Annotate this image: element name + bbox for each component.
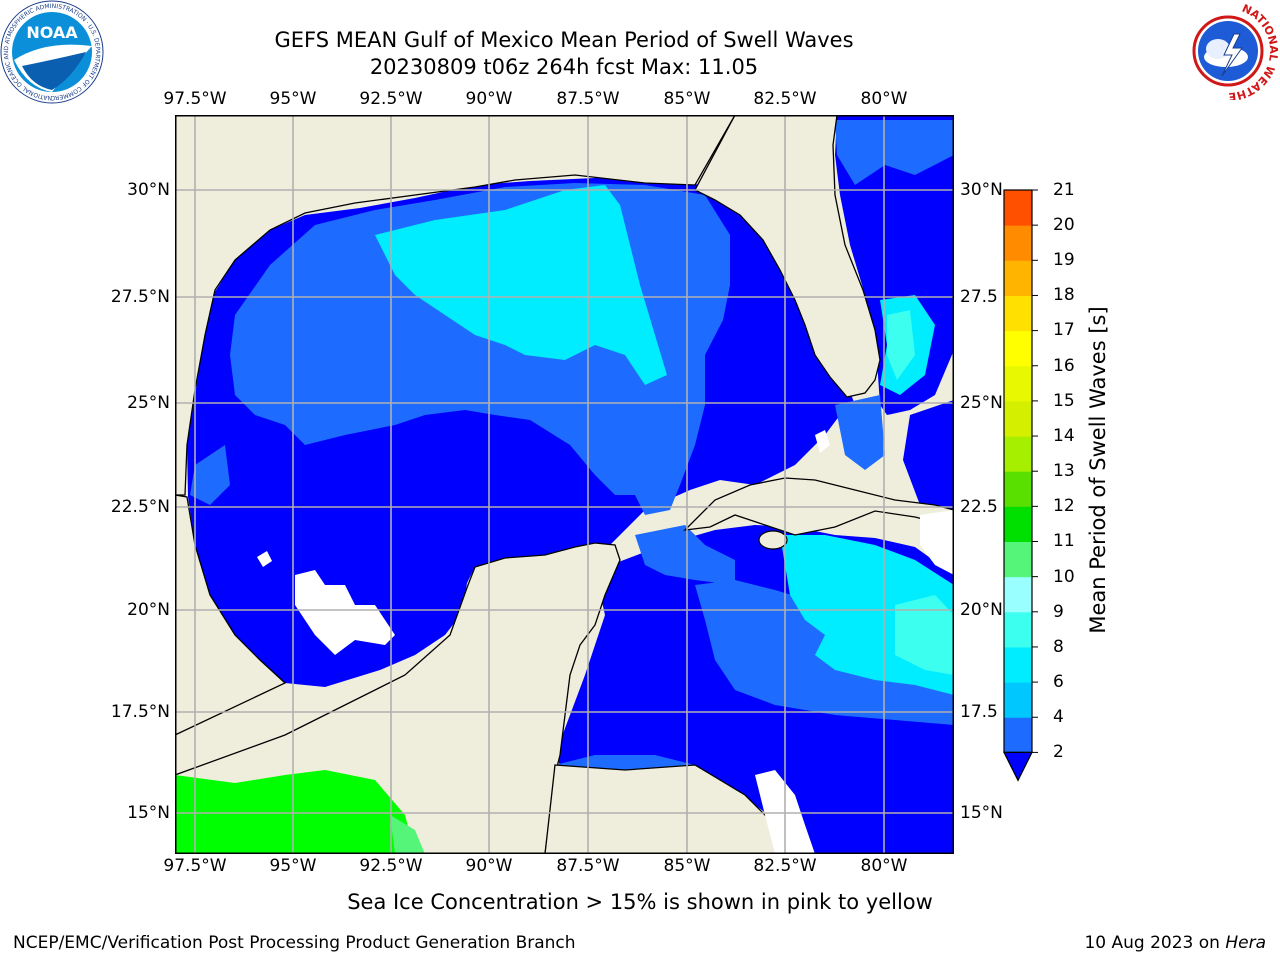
colorbar-segment — [1004, 471, 1032, 507]
lat-tick-left: 22.5°N — [110, 497, 170, 517]
lat-tick-right: 30°N — [960, 180, 1003, 200]
lon-tick-bottom: 85°W — [663, 856, 711, 876]
colorbar-label: 14 — [1053, 426, 1075, 446]
lon-tick-top: 95°W — [269, 89, 317, 109]
pacific-green-swell — [175, 770, 415, 854]
colorbar-label: 2 — [1053, 742, 1064, 762]
colorbar-label: 9 — [1053, 602, 1064, 622]
lon-tick-bottom: 80°W — [860, 856, 908, 876]
swell-period-map — [175, 115, 954, 854]
lon-tick-top: 82.5°W — [753, 89, 817, 109]
colorbar-label: 16 — [1053, 356, 1075, 376]
lat-tick-left: 20°N — [127, 600, 170, 620]
map-frame — [175, 115, 954, 854]
colorbar — [1003, 189, 1038, 782]
run-date: 10 Aug 2023 on Hera — [1084, 933, 1266, 953]
colorbar-label: 20 — [1053, 215, 1075, 235]
lon-tick-top: 85°W — [663, 89, 711, 109]
lon-tick-bottom: 82.5°W — [753, 856, 817, 876]
lat-tick-right: 20°N — [960, 600, 1003, 620]
lon-tick-top: 92.5°W — [359, 89, 423, 109]
nws-logo-icon: NATIONAL WEATHER SERVICE — [1176, 0, 1280, 100]
map-subtitle: 20230809 t06z 264h fcst Max: 11.05 — [369, 55, 759, 79]
colorbar-segment — [1004, 330, 1032, 367]
run-date-text: 10 Aug 2023 on — [1084, 933, 1226, 953]
colorbar-segment — [1004, 611, 1032, 648]
colorbar-label: 6 — [1053, 672, 1064, 692]
lon-tick-bottom: 87.5°W — [556, 856, 620, 876]
lat-tick-left: 30°N — [127, 180, 170, 200]
sea-ice-note: Sea Ice Concentration > 15% is shown in … — [347, 890, 933, 914]
lon-tick-bottom: 92.5°W — [359, 856, 423, 876]
colorbar-label: 19 — [1053, 250, 1075, 270]
florida-land — [694, 115, 881, 398]
colorbar-label: 18 — [1053, 285, 1075, 305]
lat-tick-left: 17.5°N — [110, 702, 170, 722]
lat-tick-right: 22.5 — [960, 497, 998, 517]
colorbar-segment — [1004, 541, 1032, 578]
lat-tick-left: 27.5°N — [110, 287, 170, 307]
colorbar-segment — [1004, 646, 1032, 683]
machine-name: Hera — [1225, 933, 1266, 953]
colorbar-segment — [1004, 260, 1032, 296]
colorbar-label: 15 — [1053, 391, 1075, 411]
colorbar-segment — [1004, 190, 1032, 226]
colorbar-label: 10 — [1053, 567, 1075, 587]
colorbar-title: Mean Period of Swell Waves [s] — [1086, 306, 1110, 634]
colorbar-label: 11 — [1053, 531, 1075, 551]
colorbar-segment — [1004, 400, 1032, 437]
lat-tick-right: 17.5 — [960, 702, 998, 722]
swell-4-6s-north — [375, 185, 667, 385]
colorbar-label: 17 — [1053, 320, 1075, 340]
producer-credit: NCEP/EMC/Verification Post Processing Pr… — [13, 933, 576, 953]
lon-tick-top: 97.5°W — [163, 89, 227, 109]
colorbar-segment — [1004, 225, 1032, 261]
colorbar-segment — [1004, 717, 1032, 753]
colorbar-segment — [1004, 295, 1032, 332]
lon-tick-bottom: 97.5°W — [163, 856, 227, 876]
lon-tick-top: 87.5°W — [556, 89, 620, 109]
colorbar-label: 12 — [1053, 496, 1075, 516]
lat-tick-right: 27.5 — [960, 287, 998, 307]
noaa-logo-icon: NOAA NATIONAL OCEANIC AND ATMOSPHERIC AD… — [0, 0, 104, 104]
colorbar-label: 21 — [1053, 180, 1075, 200]
colorbar-label: 4 — [1053, 707, 1064, 727]
graticule — [175, 115, 954, 854]
map-title: GEFS MEAN Gulf of Mexico Mean Period of … — [274, 28, 854, 52]
colorbar-segment — [1004, 365, 1032, 402]
colorbar-segment — [1004, 576, 1032, 613]
svg-text:NOAA: NOAA — [26, 23, 78, 42]
lat-tick-right: 25°N — [960, 393, 1003, 413]
lon-tick-top: 80°W — [860, 89, 908, 109]
lon-tick-top: 90°W — [465, 89, 513, 109]
colorbar-segment — [1004, 436, 1032, 472]
lat-tick-right: 15°N — [960, 803, 1003, 823]
colorbar-extend-triangle — [1003, 751, 1033, 782]
colorbar-segment — [1004, 506, 1032, 542]
lon-tick-bottom: 90°W — [465, 856, 513, 876]
colorbar-segment — [1004, 682, 1032, 718]
colorbar-label: 13 — [1053, 461, 1075, 481]
lon-tick-bottom: 95°W — [269, 856, 317, 876]
lat-tick-left: 25°N — [127, 393, 170, 413]
lat-tick-left: 15°N — [127, 803, 170, 823]
texas-land — [175, 115, 736, 496]
colorbar-label: 8 — [1053, 637, 1064, 657]
